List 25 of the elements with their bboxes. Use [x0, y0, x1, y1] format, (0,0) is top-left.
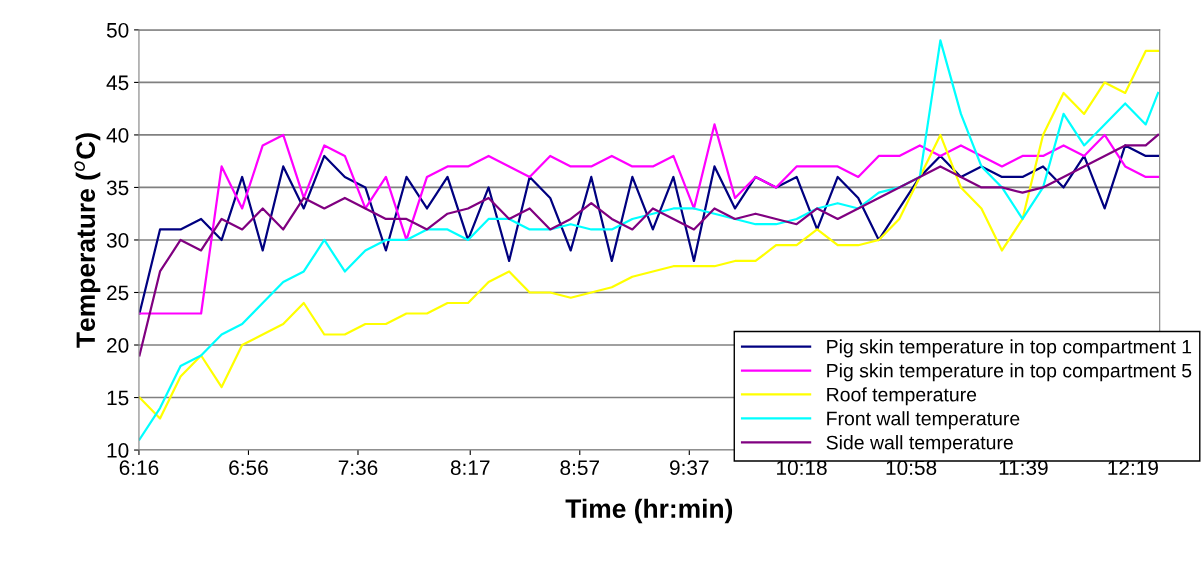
legend-label: Pig skin temperature in top compartment 5 — [827, 363, 1192, 382]
y-tick-label: 10 — [107, 443, 129, 458]
x-tick-label: 12:19 — [1108, 460, 1158, 476]
y-tick-label: 50 — [106, 22, 129, 38]
x-axis-title: Time (hr:min) — [565, 498, 733, 524]
y-tick-label: 45 — [106, 75, 129, 91]
x-tick-label: 11:39 — [999, 460, 1048, 476]
y-tick-label: 15 — [107, 390, 129, 406]
y-tick-label: 25 — [107, 285, 129, 301]
legend-label: Pig skin temperature in top compartment 1 — [827, 339, 1192, 358]
x-tick-label: 8:57 — [560, 460, 599, 476]
x-tick-label: 6:56 — [229, 460, 268, 476]
y-tick-label: 30 — [106, 232, 129, 248]
legend-label: Front wall temperature — [827, 411, 1020, 430]
y-tick-label: 20 — [107, 338, 129, 353]
y-tick-label: 40 — [106, 127, 129, 143]
legend-label: Roof temperature — [827, 387, 977, 406]
x-tick-label: 10:18 — [777, 460, 827, 476]
x-tick-label: 7:36 — [338, 460, 378, 476]
legend-label: Side wall temperature — [826, 435, 1013, 454]
y-tick-label: 35 — [106, 180, 129, 196]
y-axis-title: Temperature ($^{o}$C) — [74, 133, 101, 348]
x-tick-label: 9:37 — [670, 460, 709, 476]
x-tick-label: 6:16 — [119, 460, 159, 476]
x-tick-label: 8:17 — [450, 460, 490, 476]
